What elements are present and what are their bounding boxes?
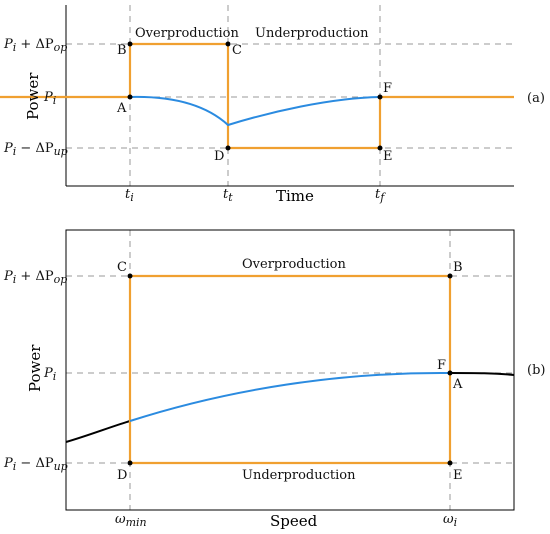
ytick-upper-a: Pi + ΔPop <box>3 37 67 54</box>
power-curve-a <box>129 95 381 127</box>
point-a-D <box>225 145 231 151</box>
xlabel-a: Time <box>276 187 314 205</box>
ylabel-a: Power <box>24 72 42 120</box>
label-b-B: B <box>453 260 463 275</box>
point-b-AF <box>447 370 453 376</box>
ytick-lower-a: Pi − ΔPup <box>3 141 68 158</box>
mppt-curve-right <box>449 372 515 376</box>
ytick-mid-b: Pi <box>43 366 56 383</box>
point-a-E <box>377 145 383 151</box>
label-a-A: A <box>116 101 127 116</box>
xtick-wi: ωi <box>443 512 457 529</box>
ytick-mid-a: Pi <box>43 90 56 107</box>
mppt-curve-left <box>65 420 131 443</box>
label-b-C: C <box>117 260 127 275</box>
label-b-F: F <box>437 358 446 373</box>
label-a-D: D <box>214 149 224 164</box>
panel-a: A B C D E F Overproduction Underproducti… <box>0 5 545 205</box>
point-a-F <box>377 94 383 100</box>
panel-b: C B D E F A Overproduction Underproducti… <box>3 229 545 530</box>
ytick-lower-b: Pi − ΔPup <box>3 456 68 473</box>
power-curve-b <box>129 371 451 422</box>
point-a-A <box>127 94 133 100</box>
label-a-C: C <box>232 43 242 58</box>
label-b-E: E <box>453 468 463 483</box>
point-b-B <box>447 273 453 279</box>
label-b-D: D <box>117 468 127 483</box>
ytick-upper-b: Pi + ΔPop <box>3 269 67 286</box>
point-b-E <box>447 460 453 466</box>
region-over-a: Overproduction <box>135 26 239 41</box>
label-a-F: F <box>383 81 392 96</box>
xlabel-b: Speed <box>270 512 318 530</box>
trajectory-b <box>128 274 452 465</box>
plot-frame-b <box>65 229 515 511</box>
label-b-A: A <box>452 377 463 392</box>
xtick-wmin: ωmin <box>115 512 147 529</box>
trajectory-a <box>0 42 514 150</box>
ylabel-b: Power <box>26 344 44 392</box>
panel-label-b: (b) <box>527 363 545 378</box>
point-b-C <box>127 273 133 279</box>
point-a-B <box>127 41 133 47</box>
region-under-a: Underproduction <box>255 26 369 41</box>
xtick-ti: ti <box>125 187 134 204</box>
label-a-E: E <box>383 149 393 164</box>
xtick-tf: tf <box>375 187 386 204</box>
region-over-b: Overproduction <box>242 257 346 272</box>
panel-label-a: (a) <box>527 91 545 106</box>
xtick-tt: tt <box>223 187 233 204</box>
label-a-B: B <box>117 43 127 58</box>
point-b-D <box>127 460 133 466</box>
point-a-C <box>225 41 231 47</box>
region-under-b: Underproduction <box>242 468 356 483</box>
